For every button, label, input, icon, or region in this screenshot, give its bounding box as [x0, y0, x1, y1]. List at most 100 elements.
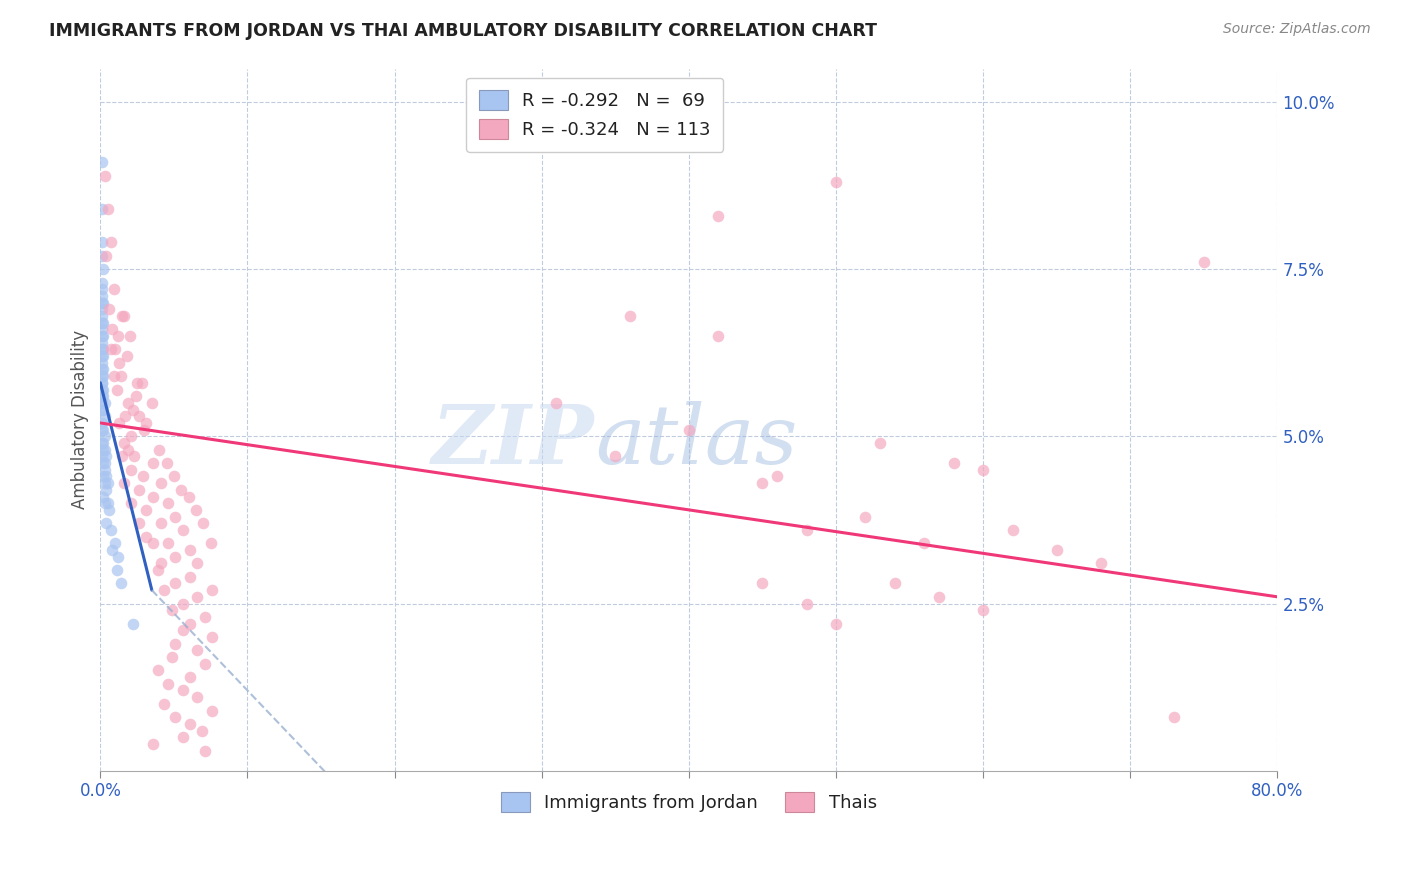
- Point: [91, 436, 114, 450]
- Point: [766, 469, 789, 483]
- Point: [186, 590, 208, 604]
- Point: [751, 476, 773, 491]
- Point: [177, 490, 200, 504]
- Point: [90, 343, 112, 357]
- Point: [90, 329, 112, 343]
- Point: [91, 389, 114, 403]
- Point: [112, 436, 135, 450]
- Point: [90, 369, 112, 384]
- Point: [796, 597, 818, 611]
- Point: [162, 650, 184, 665]
- Text: IMMIGRANTS FROM JORDAN VS THAI AMBULATORY DISABILITY CORRELATION CHART: IMMIGRANTS FROM JORDAN VS THAI AMBULATOR…: [49, 22, 877, 40]
- Point: [91, 262, 114, 277]
- Point: [94, 456, 117, 470]
- Point: [201, 704, 224, 718]
- Point: [141, 396, 163, 410]
- Point: [105, 383, 128, 397]
- Point: [942, 456, 965, 470]
- Point: [90, 202, 112, 216]
- Point: [90, 450, 112, 464]
- Point: [90, 356, 112, 370]
- Point: [142, 456, 165, 470]
- Point: [142, 490, 165, 504]
- Point: [135, 503, 157, 517]
- Point: [94, 169, 117, 183]
- Point: [146, 664, 169, 678]
- Point: [128, 409, 150, 424]
- Point: [172, 597, 194, 611]
- Point: [108, 416, 131, 430]
- Point: [605, 450, 627, 464]
- Point: [869, 436, 891, 450]
- Point: [186, 557, 208, 571]
- Point: [91, 383, 114, 397]
- Point: [120, 496, 142, 510]
- Point: [157, 677, 180, 691]
- Point: [96, 249, 118, 263]
- Point: [142, 536, 165, 550]
- Point: [1163, 710, 1185, 724]
- Point: [105, 563, 128, 577]
- Point: [91, 442, 114, 457]
- Point: [91, 456, 114, 470]
- Point: [121, 402, 143, 417]
- Point: [157, 536, 180, 550]
- Point: [90, 295, 112, 310]
- Point: [179, 717, 201, 731]
- Point: [98, 503, 121, 517]
- Point: [194, 657, 217, 671]
- Point: [165, 509, 187, 524]
- Point: [172, 731, 194, 745]
- Point: [201, 630, 224, 644]
- Point: [103, 282, 125, 296]
- Point: [179, 616, 201, 631]
- Point: [120, 429, 142, 443]
- Point: [107, 329, 129, 343]
- Point: [90, 349, 112, 363]
- Point: [128, 516, 150, 531]
- Point: [91, 402, 114, 417]
- Point: [117, 442, 139, 457]
- Point: [96, 450, 118, 464]
- Point: [152, 583, 174, 598]
- Point: [912, 536, 935, 550]
- Point: [94, 476, 117, 491]
- Point: [90, 289, 112, 303]
- Point: [855, 509, 877, 524]
- Point: [112, 476, 135, 491]
- Point: [678, 423, 700, 437]
- Point: [108, 356, 131, 370]
- Point: [90, 376, 112, 390]
- Point: [172, 683, 194, 698]
- Point: [128, 483, 150, 497]
- Point: [165, 549, 187, 564]
- Point: [117, 396, 139, 410]
- Y-axis label: Ambulatory Disability: Ambulatory Disability: [72, 330, 89, 509]
- Point: [91, 329, 114, 343]
- Point: [96, 516, 118, 531]
- Point: [91, 469, 114, 483]
- Point: [155, 456, 177, 470]
- Point: [94, 429, 117, 443]
- Point: [193, 516, 215, 531]
- Point: [165, 710, 187, 724]
- Point: [90, 402, 112, 417]
- Point: [110, 369, 132, 384]
- Point: [157, 496, 180, 510]
- Point: [619, 309, 641, 323]
- Point: [546, 396, 568, 410]
- Point: [146, 563, 169, 577]
- Point: [90, 362, 112, 376]
- Legend: Immigrants from Jordan, Thais: Immigrants from Jordan, Thais: [488, 780, 890, 825]
- Point: [184, 503, 207, 517]
- Point: [142, 737, 165, 751]
- Point: [91, 316, 114, 330]
- Point: [90, 282, 112, 296]
- Point: [796, 523, 818, 537]
- Point: [90, 376, 112, 390]
- Point: [90, 436, 112, 450]
- Point: [825, 175, 848, 189]
- Point: [928, 590, 950, 604]
- Point: [194, 744, 217, 758]
- Point: [90, 335, 112, 350]
